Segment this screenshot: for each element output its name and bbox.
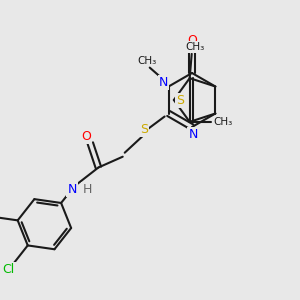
Text: CH₃: CH₃ <box>137 56 156 66</box>
Text: O: O <box>81 130 91 143</box>
Text: CH₃: CH₃ <box>185 42 204 52</box>
Text: Cl: Cl <box>2 263 15 276</box>
Text: CH₃: CH₃ <box>214 117 233 127</box>
Text: N: N <box>188 128 198 140</box>
Text: O: O <box>187 34 197 46</box>
Text: H: H <box>82 183 92 196</box>
Text: S: S <box>140 123 148 136</box>
Text: N: N <box>68 183 77 196</box>
Text: N: N <box>159 76 168 89</box>
Text: S: S <box>176 94 184 106</box>
